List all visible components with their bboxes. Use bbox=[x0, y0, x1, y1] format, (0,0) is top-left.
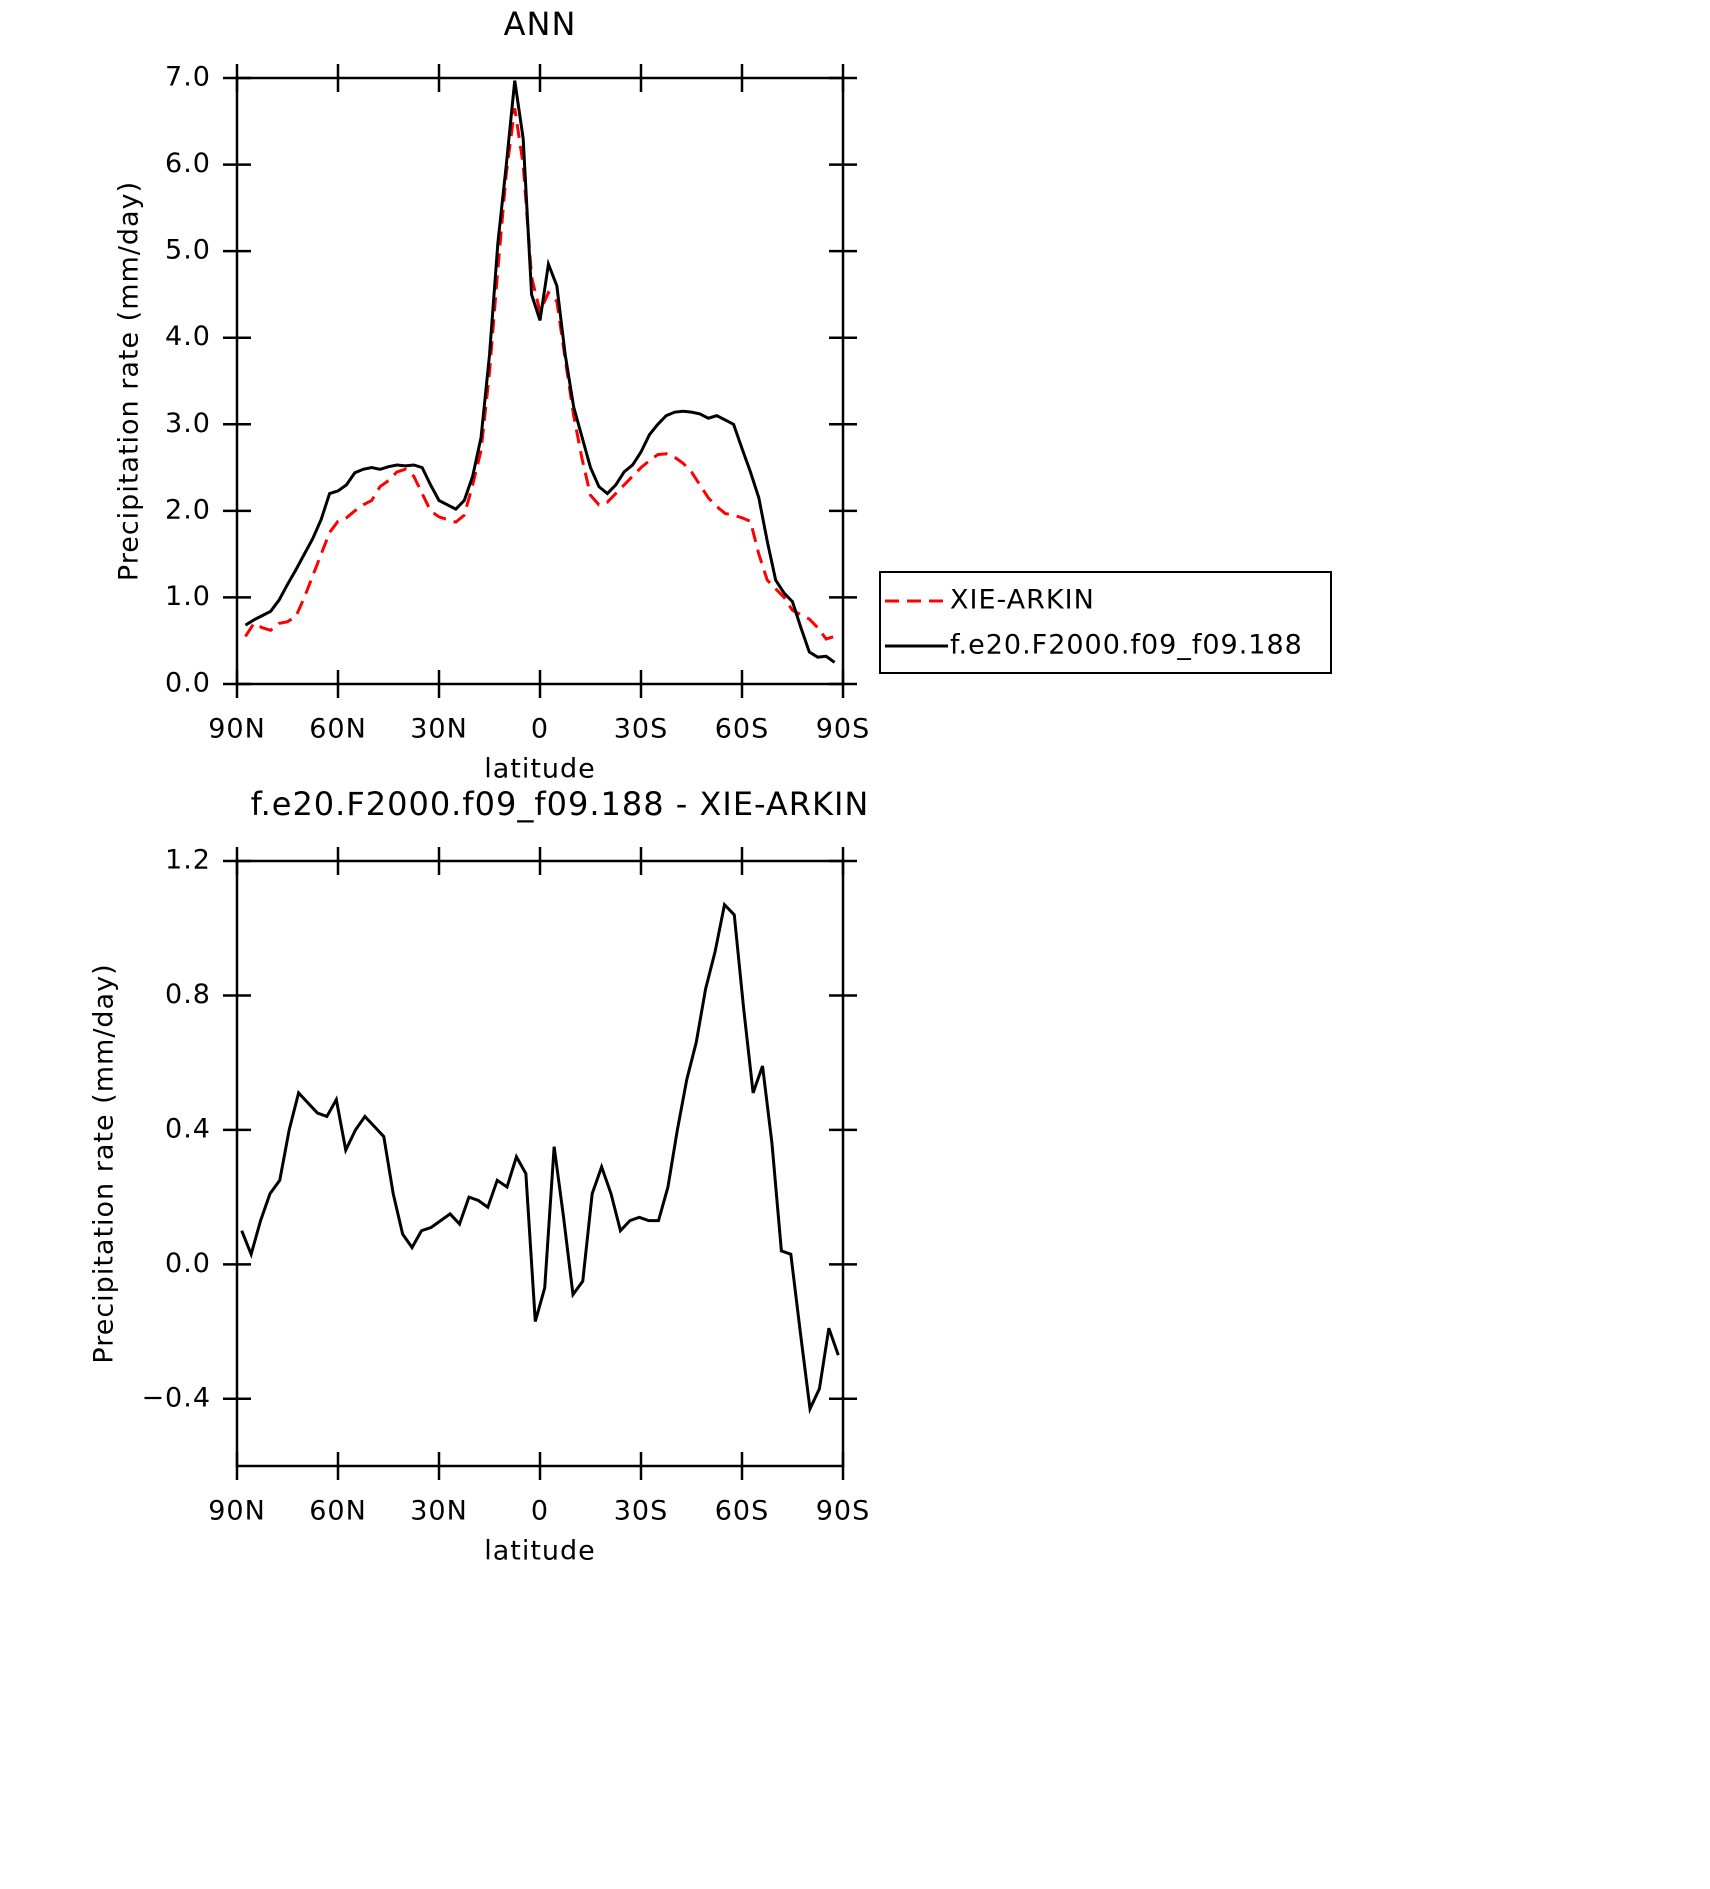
legend-label: XIE-ARKIN bbox=[950, 585, 1095, 616]
x-tick-label: 90S bbox=[816, 714, 871, 745]
x-tick-label: 90N bbox=[208, 1496, 266, 1527]
y-tick-label: 6.0 bbox=[165, 148, 211, 179]
x-tick-label: 30S bbox=[614, 1496, 669, 1527]
legend-box bbox=[879, 571, 1332, 674]
y-tick-label: 7.0 bbox=[165, 62, 211, 93]
y-tick-label: 3.0 bbox=[165, 408, 211, 439]
y-tick-label: 2.0 bbox=[165, 494, 211, 525]
x-tick-label: 60N bbox=[309, 1496, 367, 1527]
x-tick-label: 30N bbox=[410, 1496, 468, 1527]
data-line bbox=[240, 901, 840, 1415]
y-tick-label: 0.0 bbox=[165, 1248, 211, 1279]
x-tick-label: 90N bbox=[208, 714, 266, 745]
x-tick-label: 60S bbox=[715, 714, 770, 745]
x-tick-label: 0 bbox=[531, 714, 549, 745]
x-tick-label: 30S bbox=[614, 714, 669, 745]
plot-frame bbox=[235, 76, 845, 686]
chart-title: ANN bbox=[504, 5, 577, 43]
chart-title: f.e20.F2000.f09_f09.188 - XIE-ARKIN bbox=[251, 785, 870, 823]
plot-frame bbox=[235, 859, 845, 1468]
y-tick-label: 0.8 bbox=[165, 979, 211, 1010]
x-tick-label: 90S bbox=[816, 1496, 871, 1527]
legend-label: f.e20.F2000.f09_f09.188 bbox=[950, 630, 1303, 661]
y-tick-label: 5.0 bbox=[165, 235, 211, 266]
y-tick-label: −0.4 bbox=[141, 1382, 211, 1413]
x-axis-label: latitude bbox=[484, 1536, 596, 1567]
y-tick-label: 1.2 bbox=[165, 845, 211, 876]
y-tick-label: 0.4 bbox=[165, 1113, 211, 1144]
x-tick-label: 0 bbox=[531, 1496, 549, 1527]
y-tick-label: 1.0 bbox=[165, 581, 211, 612]
y-tick-label: 0.0 bbox=[165, 668, 211, 699]
y-axis-label: Precipitation rate (mm/day) bbox=[114, 181, 145, 581]
x-tick-label: 60N bbox=[309, 714, 367, 745]
x-tick-label: 60S bbox=[715, 1496, 770, 1527]
data-line bbox=[244, 80, 836, 664]
y-tick-label: 4.0 bbox=[165, 321, 211, 352]
y-axis-label: Precipitation rate (mm/day) bbox=[89, 963, 120, 1363]
x-axis-label: latitude bbox=[484, 754, 596, 785]
data-line bbox=[244, 108, 836, 641]
x-tick-label: 30N bbox=[410, 714, 468, 745]
